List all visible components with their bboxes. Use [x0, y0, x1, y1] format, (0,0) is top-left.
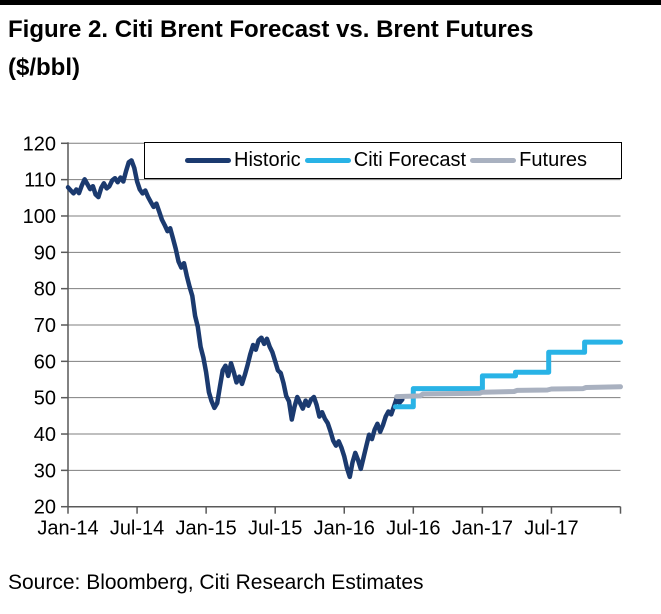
citi-forecast-line — [392, 339, 623, 410]
y-tick-label: 100 — [23, 206, 56, 228]
source-note: Source: Bloomberg, Citi Research Estimat… — [8, 571, 424, 594]
x-tick-label: Jan-15 — [176, 518, 237, 540]
chart-legend: Historic Citi Forecast Futures — [144, 142, 622, 179]
x-tick-label: Jan-14 — [37, 518, 98, 540]
y-tick-label: 40 — [34, 424, 56, 446]
y-tick-label: 90 — [34, 242, 56, 264]
y-tick-label: 80 — [34, 279, 56, 301]
y-tick-label: 120 — [23, 133, 56, 155]
x-tick-label: Jul-16 — [386, 518, 440, 540]
futures-line — [394, 384, 623, 400]
citi-forecast-line-swatch — [304, 158, 351, 163]
top-divider — [0, 0, 661, 5]
x-tick-label: Jul-17 — [524, 518, 578, 540]
x-tick-label: Jan-17 — [452, 518, 513, 540]
legend-item-futures: Futures — [470, 149, 587, 172]
legend-label-futures: Futures — [519, 149, 587, 171]
futures-line-swatch — [470, 158, 517, 163]
figure-title: Figure 2. Citi Brent Forecast vs. Brent … — [8, 16, 534, 82]
legend-label-historic: Historic — [234, 149, 301, 171]
historic-line — [65, 158, 405, 480]
legend-item-citi-forecast: Citi Forecast — [304, 149, 467, 172]
x-tick-label: Jul-14 — [110, 518, 164, 540]
y-tick-label: 50 — [34, 388, 56, 410]
x-tick-label: Jan-16 — [314, 518, 375, 540]
historic-line-swatch — [185, 158, 231, 163]
legend-item-historic: Historic — [185, 149, 301, 172]
y-tick-label: 110 — [24, 170, 56, 192]
y-tick-label: 30 — [34, 460, 56, 482]
y-tick-label: 20 — [34, 497, 56, 519]
x-tick-label: Jul-15 — [248, 518, 302, 540]
y-tick-label: 60 — [34, 351, 56, 373]
legend-label-citi-forecast: Citi Forecast — [353, 149, 467, 171]
y-tick-label: 70 — [34, 315, 56, 337]
